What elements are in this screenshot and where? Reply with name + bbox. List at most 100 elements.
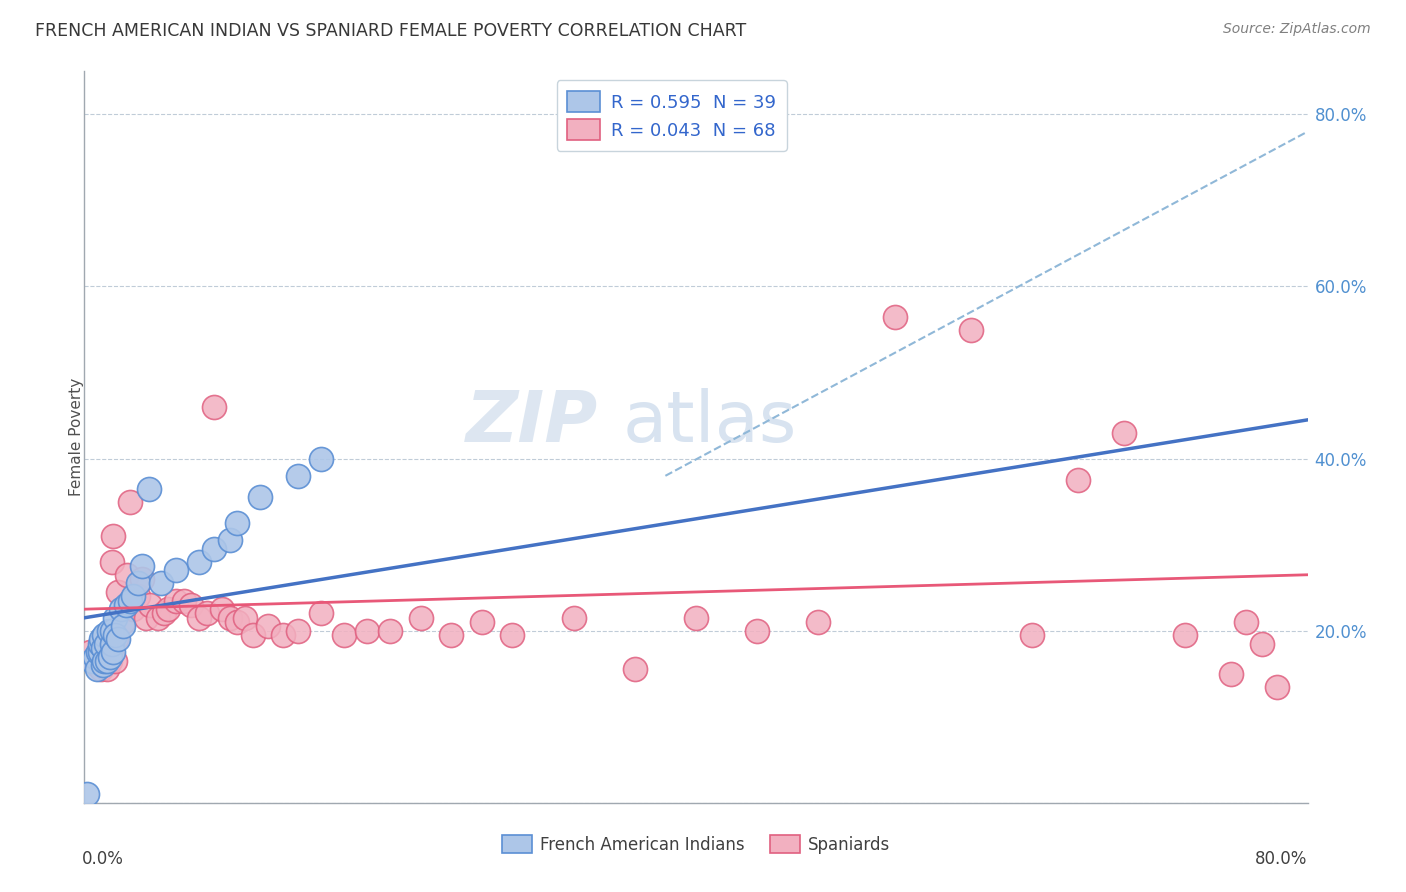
Point	[115, 567, 138, 582]
Point	[1021, 628, 1043, 642]
Point	[202, 541, 225, 556]
Point	[98, 649, 121, 664]
Point	[98, 654, 121, 668]
Point	[188, 611, 211, 625]
Point	[180, 598, 202, 612]
Text: atlas: atlas	[623, 388, 797, 457]
Point	[562, 611, 585, 625]
Point	[685, 611, 707, 625]
Point	[91, 658, 114, 673]
Point	[380, 624, 402, 638]
Point	[218, 611, 240, 625]
Point	[110, 602, 132, 616]
Point	[107, 585, 129, 599]
Point	[122, 602, 145, 616]
Point	[311, 607, 333, 621]
Point	[96, 662, 118, 676]
Point	[107, 632, 129, 647]
Point	[138, 482, 160, 496]
Point	[807, 615, 830, 629]
Point	[1236, 615, 1258, 629]
Point	[89, 654, 111, 668]
Point	[91, 640, 114, 655]
Point	[96, 654, 118, 668]
Point	[249, 491, 271, 505]
Point	[471, 615, 494, 629]
Point	[624, 662, 647, 676]
Point	[409, 611, 432, 625]
Point	[111, 619, 134, 633]
Point	[960, 322, 983, 336]
Point	[131, 572, 153, 586]
Point	[1220, 666, 1243, 681]
Point	[226, 516, 249, 530]
Point	[93, 628, 115, 642]
Point	[76, 787, 98, 801]
Point	[104, 654, 127, 668]
Point	[440, 628, 463, 642]
Text: Source: ZipAtlas.com: Source: ZipAtlas.com	[1223, 22, 1371, 37]
Point	[86, 658, 108, 673]
Text: FRENCH AMERICAN INDIAN VS SPANIARD FEMALE POVERTY CORRELATION CHART: FRENCH AMERICAN INDIAN VS SPANIARD FEMAL…	[35, 22, 747, 40]
Point	[127, 589, 149, 603]
Point	[93, 645, 115, 659]
Point	[94, 637, 117, 651]
Text: 0.0%: 0.0%	[82, 850, 124, 868]
Point	[1114, 425, 1136, 440]
Y-axis label: Female Poverty: Female Poverty	[69, 378, 83, 496]
Point	[311, 451, 333, 466]
Point	[87, 645, 110, 659]
Point	[80, 654, 103, 668]
Point	[1265, 680, 1288, 694]
Point	[94, 654, 117, 668]
Point	[89, 645, 111, 659]
Point	[233, 611, 256, 625]
Point	[90, 632, 112, 647]
Point	[157, 602, 180, 616]
Point	[122, 589, 145, 603]
Point	[120, 494, 142, 508]
Point	[93, 637, 115, 651]
Point	[101, 555, 124, 569]
Point	[202, 400, 225, 414]
Point	[86, 662, 108, 676]
Point	[84, 649, 107, 664]
Point	[120, 593, 142, 607]
Point	[287, 468, 309, 483]
Point	[165, 593, 187, 607]
Point	[149, 576, 172, 591]
Point	[226, 615, 249, 629]
Point	[104, 628, 127, 642]
Point	[356, 624, 378, 638]
Point	[79, 645, 101, 659]
Point	[883, 310, 905, 324]
Point	[97, 624, 120, 638]
Point	[89, 637, 111, 651]
Point	[146, 611, 169, 625]
Point	[90, 662, 112, 676]
Text: ZIP: ZIP	[465, 388, 598, 457]
Point	[287, 624, 309, 638]
Text: 80.0%: 80.0%	[1256, 850, 1308, 868]
Point	[104, 611, 127, 625]
Point	[97, 645, 120, 659]
Point	[1174, 628, 1197, 642]
Point	[165, 564, 187, 578]
Point	[131, 559, 153, 574]
Point	[1067, 473, 1090, 487]
Point	[103, 645, 125, 659]
Point	[173, 593, 195, 607]
Point	[105, 632, 128, 647]
Point	[195, 607, 218, 621]
Point	[242, 628, 264, 642]
Point	[218, 533, 240, 548]
Point	[111, 615, 134, 629]
Point	[257, 619, 280, 633]
Point	[101, 637, 124, 651]
Point	[211, 602, 233, 616]
Point	[127, 576, 149, 591]
Point	[103, 529, 125, 543]
Point	[747, 624, 769, 638]
Point	[153, 607, 176, 621]
Point	[91, 654, 114, 668]
